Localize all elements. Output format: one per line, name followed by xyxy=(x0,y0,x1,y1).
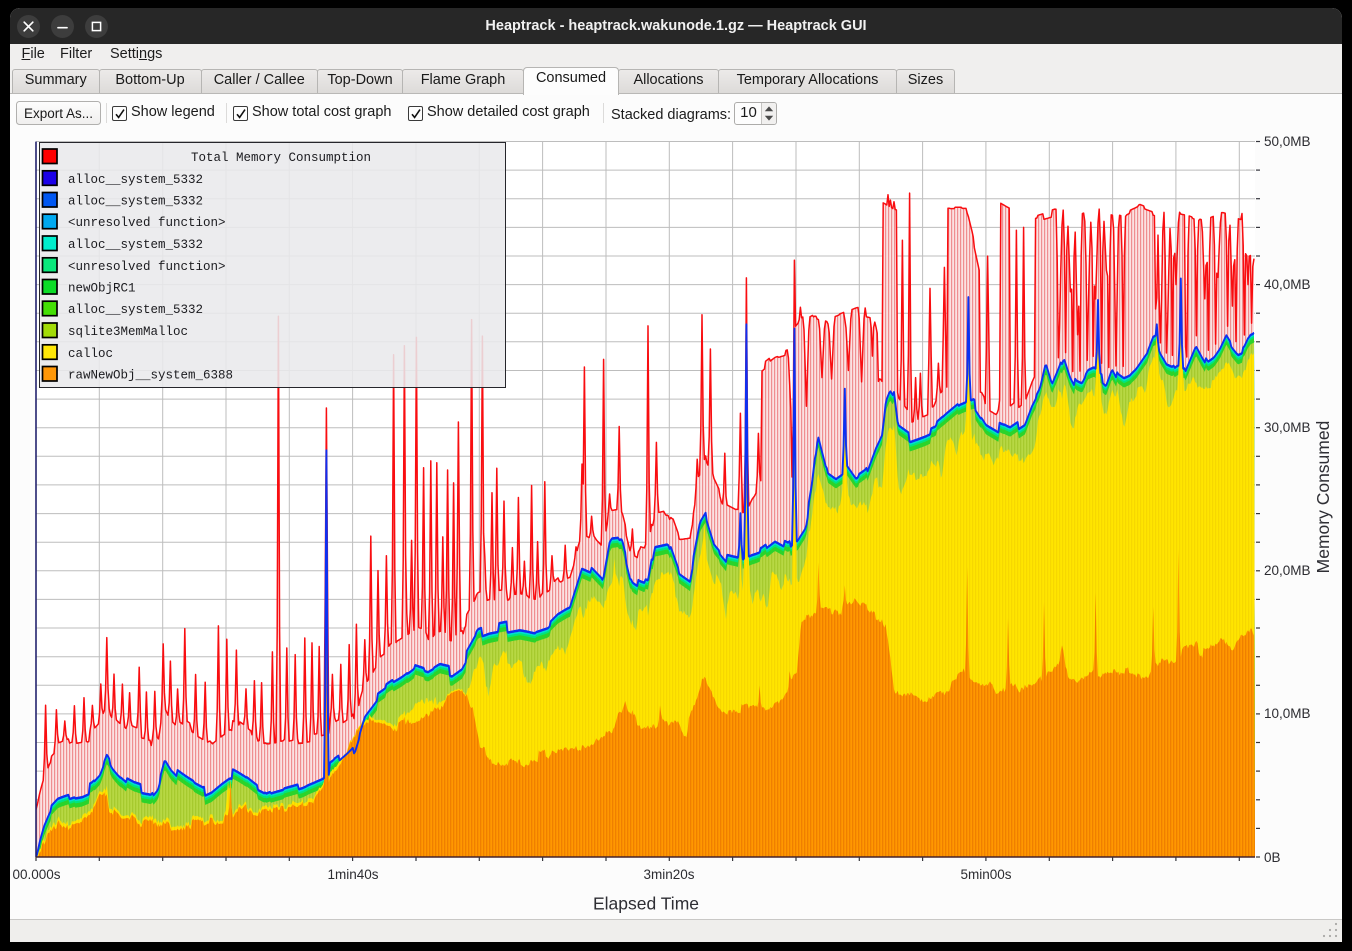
svg-text:<unresolved function>: <unresolved function> xyxy=(68,260,226,274)
svg-text:alloc__system_5332: alloc__system_5332 xyxy=(68,303,203,317)
svg-text:Total Memory Consumption: Total Memory Consumption xyxy=(191,151,371,165)
svg-text:Memory Consumed: Memory Consumed xyxy=(1313,421,1333,574)
svg-text:sqlite3MemMalloc: sqlite3MemMalloc xyxy=(68,325,188,339)
svg-text:rawNewObj__system_6388: rawNewObj__system_6388 xyxy=(68,369,233,383)
svg-text:5min00s: 5min00s xyxy=(960,867,1011,882)
svg-text:10,0MB: 10,0MB xyxy=(1264,706,1311,721)
svg-text:<unresolved function>: <unresolved function> xyxy=(68,216,226,230)
svg-text:alloc__system_5332: alloc__system_5332 xyxy=(68,173,203,187)
svg-text:Elapsed Time: Elapsed Time xyxy=(593,894,699,914)
svg-text:1min40s: 1min40s xyxy=(327,867,378,882)
svg-text:3min20s: 3min20s xyxy=(643,867,694,882)
svg-text:alloc__system_5332: alloc__system_5332 xyxy=(68,238,203,252)
svg-text:20,0MB: 20,0MB xyxy=(1264,563,1311,578)
svg-text:30,0MB: 30,0MB xyxy=(1264,420,1311,435)
svg-text:calloc: calloc xyxy=(68,347,113,361)
svg-text:40,0MB: 40,0MB xyxy=(1264,277,1311,292)
svg-text:50,0MB: 50,0MB xyxy=(1264,134,1311,149)
svg-text:00.000s: 00.000s xyxy=(13,867,61,882)
svg-text:newObjRC1: newObjRC1 xyxy=(68,282,136,296)
svg-text:alloc__system_5332: alloc__system_5332 xyxy=(68,195,203,209)
svg-text:0B: 0B xyxy=(1264,850,1281,865)
